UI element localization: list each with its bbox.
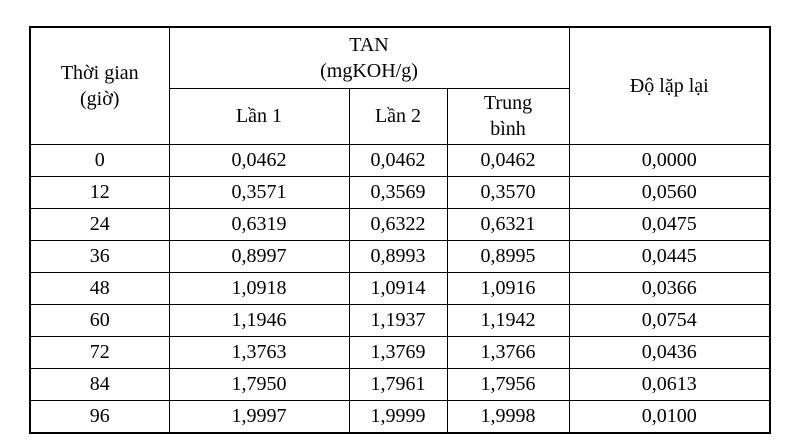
table-cell: 1,9999 [348, 399, 448, 433]
table-cell: 0,0445 [568, 239, 771, 273]
table-row: 72 1,3763 1,3769 1,3766 0,0436 [29, 335, 771, 369]
table-cell: 96 [29, 399, 170, 433]
table-cell: 0,0613 [568, 367, 771, 401]
table-cell: 1,3763 [168, 335, 350, 369]
table-cell: 72 [29, 335, 170, 369]
table-cell: 1,9997 [168, 399, 350, 433]
header-cell: Lần 2 [348, 87, 448, 145]
table-cell: 1,1937 [348, 303, 448, 337]
table-cell: 36 [29, 239, 170, 273]
header-cell: Độ lặp lại [568, 26, 771, 145]
table-cell: 84 [29, 367, 170, 401]
table-cell: 0,0000 [568, 143, 771, 177]
header-text: (giờ) [80, 87, 120, 110]
table-cell: 0,6321 [446, 207, 570, 241]
table-row: 60 1,1946 1,1937 1,1942 0,0754 [29, 303, 771, 337]
header-cell: Lần 1 [168, 87, 350, 145]
header-cell: Thời gian (giờ) [29, 26, 170, 145]
header-cell: Trung bình [446, 87, 570, 145]
table-cell: 0,0462 [446, 143, 570, 177]
table-cell: 1,7950 [168, 367, 350, 401]
header-text: Thời gian [60, 61, 139, 84]
table-cell: 0,8993 [348, 239, 448, 273]
table-cell: 0,3571 [168, 175, 350, 209]
header-text: TAN [349, 33, 389, 56]
table-cell: 1,1942 [446, 303, 570, 337]
table-cell: 0,0462 [168, 143, 350, 177]
table-row: 24 0,6319 0,6322 0,6321 0,0475 [29, 207, 771, 241]
table-cell: 0,0366 [568, 271, 771, 305]
table-cell: 0,6322 [348, 207, 448, 241]
table-cell: 60 [29, 303, 170, 337]
table-cell: 1,0916 [446, 271, 570, 305]
table-cell: 0,0560 [568, 175, 771, 209]
table-cell: 1,9998 [446, 399, 570, 433]
table-cell: 1,7961 [348, 367, 448, 401]
table-row: 36 0,8997 0,8993 0,8995 0,0445 [29, 239, 771, 273]
table-cell: 0,3569 [348, 175, 448, 209]
table-cell: 48 [29, 271, 170, 305]
table-row: 12 0,3571 0,3569 0,3570 0,0560 [29, 175, 771, 209]
header-text: bình [490, 118, 526, 140]
table-cell: 0 [29, 143, 170, 177]
table-cell: 1,1946 [168, 303, 350, 337]
table-cell: 24 [29, 207, 170, 241]
table-cell: 0,0436 [568, 335, 771, 369]
header-cell: TAN (mgKOH/g) [168, 26, 570, 89]
table-cell: 1,0914 [348, 271, 448, 305]
table-cell: 1,3769 [348, 335, 448, 369]
table-cell: 0,0475 [568, 207, 771, 241]
table-row: 84 1,7950 1,7961 1,7956 0,0613 [29, 367, 771, 401]
table-cell: 0,8997 [168, 239, 350, 273]
table-row: 48 1,0918 1,0914 1,0916 0,0366 [29, 271, 771, 305]
table-cell: 0,3570 [446, 175, 570, 209]
table-cell: 1,0918 [168, 271, 350, 305]
table-head: Thời gian (giờ) TAN (mgKOH/g) Độ lặp lại… [29, 26, 771, 145]
table-cell: 0,0100 [568, 399, 771, 433]
table-cell: 12 [29, 175, 170, 209]
table-row: 0 0,0462 0,0462 0,0462 0,0000 [29, 143, 771, 177]
table-cell: 0,0462 [348, 143, 448, 177]
table-cell: 1,7956 [446, 367, 570, 401]
data-table: Thời gian (giờ) TAN (mgKOH/g) Độ lặp lại… [29, 26, 771, 434]
header-text: (mgKOH/g) [320, 59, 418, 82]
table-cell: 0,6319 [168, 207, 350, 241]
table-cell: 0,0754 [568, 303, 771, 337]
table-cell: 1,3766 [446, 335, 570, 369]
header-text: Trung [483, 92, 533, 114]
header-row: Lần 1 Lần 2 Trung bình [30, 87, 770, 145]
table-body: 0 0,0462 0,0462 0,0462 0,0000 12 0,3571 0,3569 0… [29, 143, 771, 433]
table-cell: 0,8995 [446, 239, 570, 273]
table-row: 96 1,9997 1,9999 1,9998 0,0100 [29, 399, 771, 433]
header-row: Thời gian (giờ) TAN (mgKOH/g) Độ lặp lại [29, 26, 771, 145]
